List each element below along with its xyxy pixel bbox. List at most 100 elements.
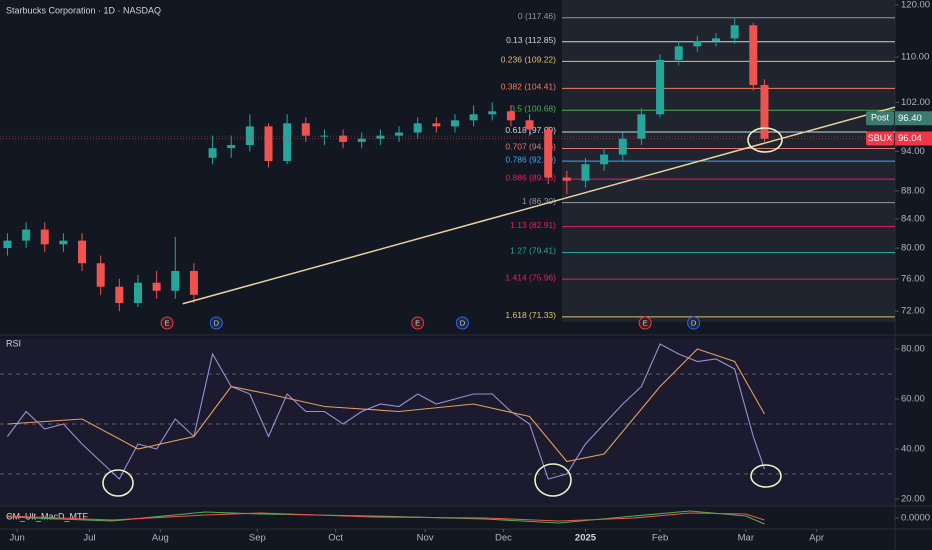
candle-body [301, 123, 310, 136]
series-line [7, 343, 765, 480]
candle-body [78, 240, 87, 264]
candle-body [22, 229, 31, 241]
price-badge [866, 111, 894, 126]
price-badge-value: 96.04 [898, 133, 922, 144]
circle-annotation [747, 127, 783, 153]
candle-body [264, 126, 273, 162]
candle-body [712, 38, 720, 42]
event-marker [638, 316, 652, 330]
candle-body [59, 240, 68, 245]
fib-label: 0.236 (109.22) [501, 55, 556, 65]
price-badge-name: Post [871, 113, 890, 123]
x-tick-label: Feb [652, 533, 668, 544]
fib-label: 1.13 (82.91) [510, 220, 556, 230]
event-label: D [460, 318, 466, 327]
y-tick-label: 72.00 [901, 306, 925, 317]
event-label: E [643, 318, 648, 327]
event-marker [209, 316, 223, 330]
y-tick-label: 40.00 [901, 444, 925, 455]
circle-annotation [534, 463, 572, 497]
x-tick-label: Oct [328, 533, 343, 544]
candle-body [693, 41, 702, 47]
y-tick-label: 60.00 [901, 394, 925, 405]
candle-body [171, 270, 180, 291]
candle-body [40, 229, 49, 245]
y-tick-label: 80.00 [901, 344, 925, 355]
candle-body [488, 111, 497, 115]
y-tick-label: 110.00 [901, 52, 929, 63]
pane-title: RSI [6, 338, 21, 348]
candle-body [413, 123, 422, 133]
event-label: E [165, 318, 170, 327]
event-marker [411, 316, 425, 330]
event-label: E [415, 318, 420, 327]
x-tick-label: Nov [417, 533, 434, 544]
price-badge [895, 111, 932, 126]
x-tick-label: Apr [809, 533, 824, 544]
candle-body [395, 132, 404, 136]
candle-body [581, 164, 590, 181]
chart-title: Starbucks Corporation · 1D · NASDAQ [6, 5, 161, 15]
candle-body [749, 25, 758, 86]
x-tick-label: Jun [9, 533, 24, 544]
price-badge-value: 96.40 [898, 113, 922, 124]
candle-body [357, 138, 366, 142]
candle-body [506, 111, 515, 121]
fib-label: 1.414 (75.96) [505, 272, 556, 282]
fib-label: 0.618 (97.09) [505, 125, 556, 135]
candle-body [189, 270, 198, 295]
x-tick-label: 2025 [575, 533, 597, 544]
series-line [7, 512, 765, 522]
event-label: D [214, 318, 220, 327]
candle-body [96, 263, 105, 287]
y-tick-label: 0.0000 [901, 513, 930, 524]
x-tick-label: Dec [495, 533, 512, 544]
circle-annotation [102, 469, 134, 497]
circle-annotation [750, 464, 782, 488]
candle-body [637, 114, 646, 139]
candle-body [208, 148, 217, 158]
fib-label: 1 (86.30) [522, 196, 556, 206]
candle-body [562, 177, 571, 181]
fib-label: 0.707 (94.46) [505, 142, 556, 152]
candle-body [339, 135, 348, 142]
fib-label: 0.13 (112.85) [506, 35, 556, 45]
candle-body [133, 282, 142, 303]
x-tick-label: Aug [152, 533, 169, 544]
fib-label: 0 (117.46) [518, 11, 556, 21]
candle-body [227, 145, 236, 149]
candle-body [618, 138, 627, 155]
y-tick-label: 84.00 [901, 213, 925, 224]
fib-label: 0.886 (89.75) [505, 172, 556, 182]
candle-body [656, 59, 665, 115]
candle-body [245, 126, 254, 146]
candle-body [760, 85, 769, 139]
fib-label: 1.618 (71.33) [505, 310, 556, 320]
y-tick-label: 94.00 [901, 146, 925, 157]
x-tick-label: Sep [249, 533, 266, 544]
candle-body [450, 120, 459, 127]
fib-label: 1.27 (79.41) [510, 246, 556, 256]
y-tick-label: 102.00 [901, 97, 930, 108]
candle-body [115, 286, 124, 303]
price-badge [895, 131, 932, 146]
event-marker [455, 316, 469, 330]
x-tick-label: Mar [738, 533, 754, 544]
candle-body [376, 135, 385, 139]
y-tick-label: 88.00 [901, 185, 925, 196]
y-tick-label: 76.00 [901, 273, 925, 284]
event-marker [687, 316, 701, 330]
price-badge-name: SBUX [868, 133, 893, 143]
series-line [7, 510, 765, 525]
series-line [7, 348, 765, 463]
rsi-pane [0, 338, 895, 505]
event-marker [160, 316, 174, 330]
fib-label: 0.382 (104.41) [501, 82, 556, 92]
candle-body [730, 25, 739, 39]
y-tick-label: 80.00 [901, 243, 925, 254]
y-tick-label: 20.00 [901, 494, 925, 505]
candle-body [674, 46, 683, 60]
event-label: D [691, 318, 697, 327]
candle-body [469, 114, 478, 121]
